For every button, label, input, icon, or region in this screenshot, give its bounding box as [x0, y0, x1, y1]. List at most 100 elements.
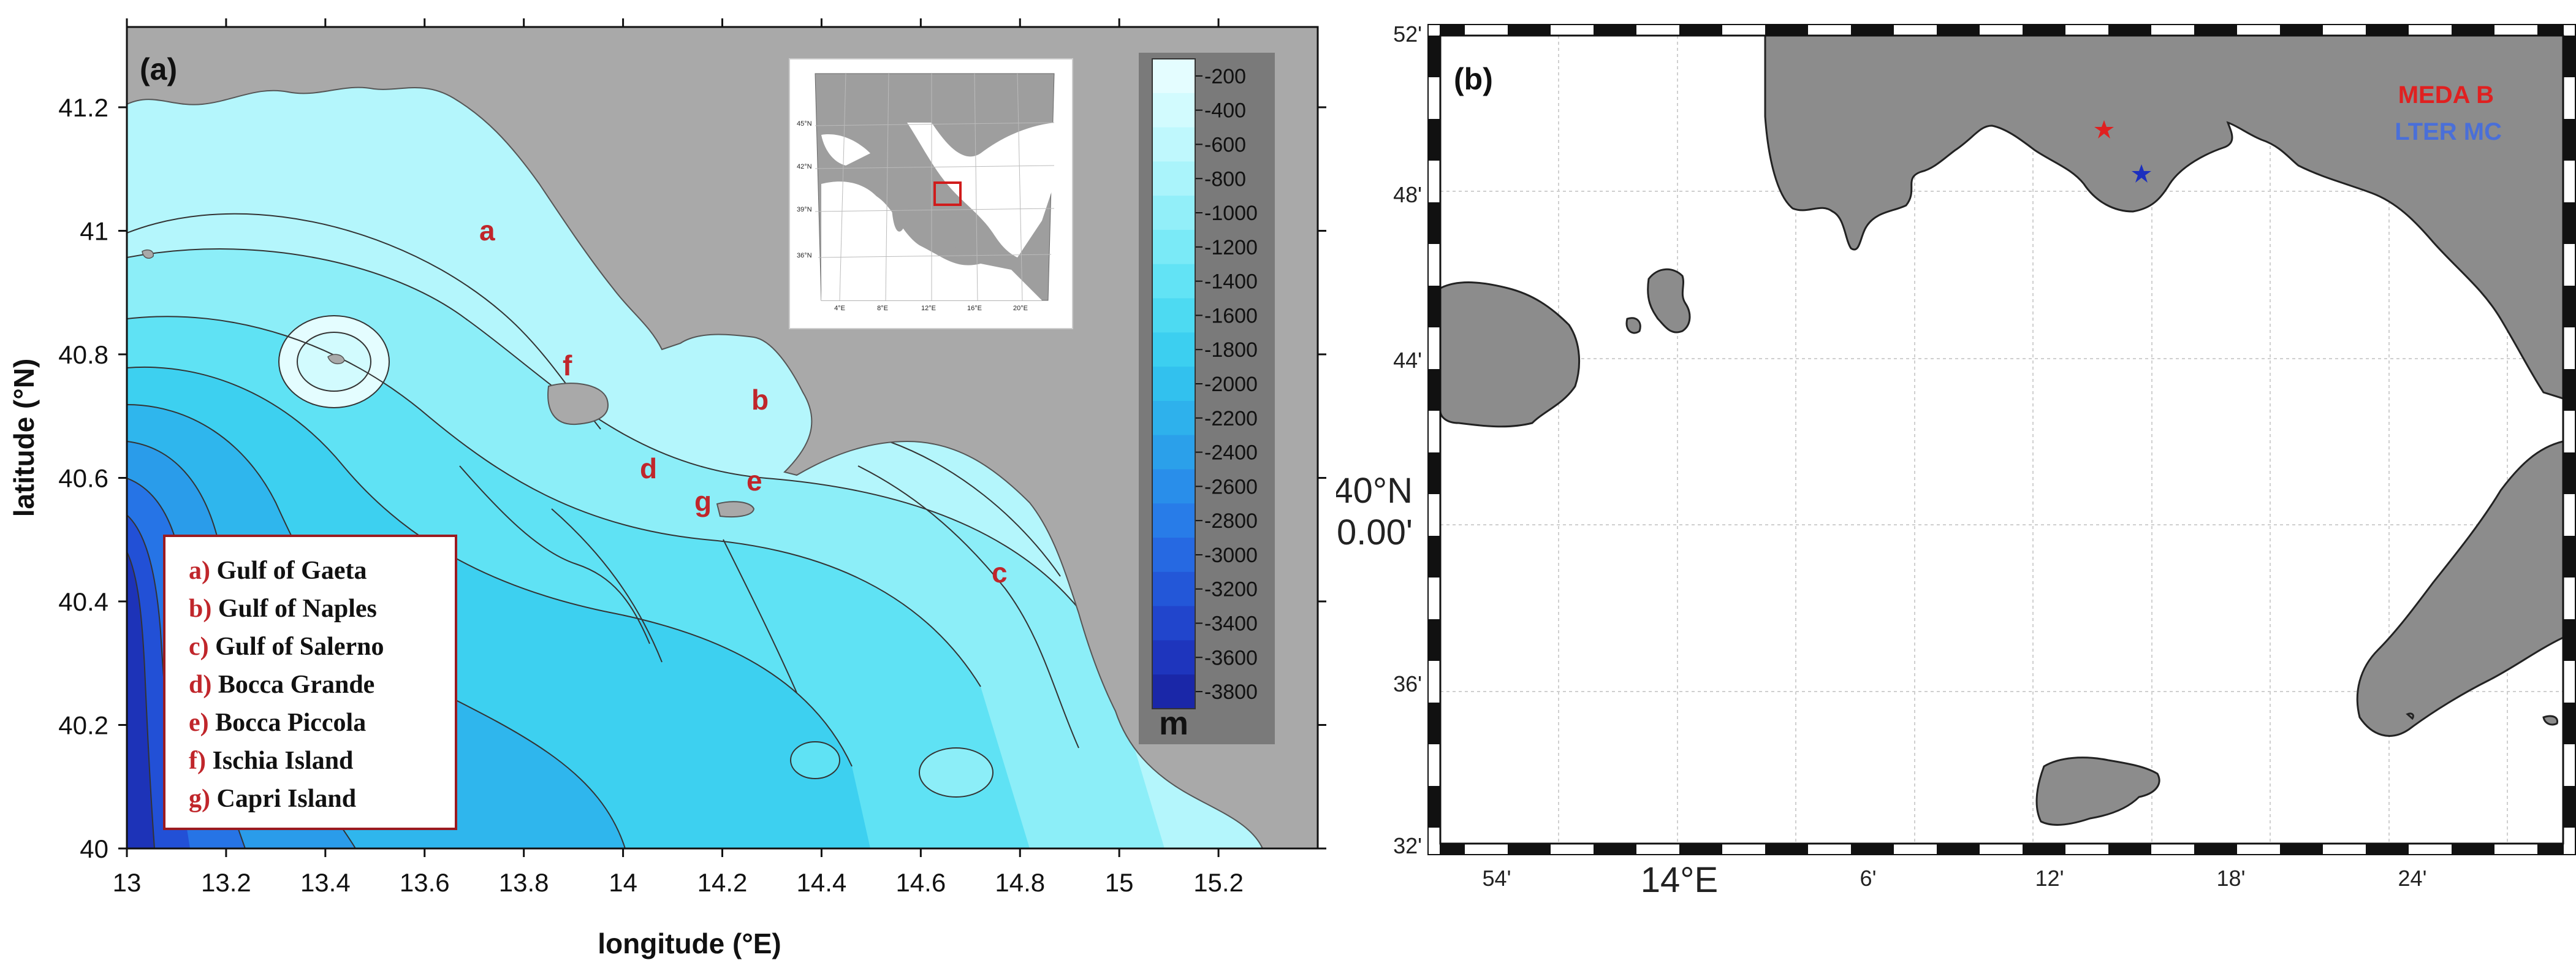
meda-b-star [2094, 120, 2114, 139]
label-bocca-grande: d [640, 452, 657, 484]
inset-lon-label: 16°E [967, 305, 982, 312]
y-tick-label: 41.2 [58, 93, 108, 122]
x-tick-label: 14.2 [697, 868, 748, 897]
colorbar-label: -3200 [1204, 578, 1258, 601]
colorbar-label: -3600 [1204, 646, 1258, 669]
lon-label: 24' [2398, 866, 2427, 891]
y-tick-label: 41 [80, 216, 108, 245]
label-capri-island: g [694, 486, 712, 517]
colorbar-label: -3800 [1204, 681, 1258, 704]
legend-item: d) Bocca Grande [189, 671, 374, 699]
panel-b-map: MEDA B LTER MC (b) 52' 48' 44' 36' 32' 54' 14… [1336, 21, 2576, 900]
lon-label: 6' [1860, 866, 1877, 891]
map-frame [1427, 24, 2576, 855]
lon-label: 54' [1483, 866, 1511, 891]
legend-label: Gulf of Gaeta [217, 557, 367, 585]
inset-lon-label: 20°E [1013, 305, 1028, 312]
colorbar-segment [1152, 196, 1195, 231]
panel-a-label: (a) [140, 52, 177, 86]
x-tick-label: 15.2 [1193, 868, 1244, 897]
x-axis-title: longitude (°E) [598, 928, 781, 959]
y-axis-ticks: 40 40.2 40.4 40.6 40.8 41 41.2 [58, 93, 1326, 863]
colorbar-segment [1152, 674, 1195, 709]
x-tick-label: 13.6 [400, 868, 450, 897]
lat-label-main: 40°N [1336, 471, 1413, 511]
legend-label: Ischia Island [212, 747, 353, 775]
y-tick-label: 40.4 [58, 587, 108, 616]
lat-label: 52' [1393, 21, 1422, 47]
colorbar-label: -1800 [1204, 338, 1258, 362]
colorbar-label: -2200 [1204, 407, 1258, 430]
x-tick-label: 15 [1105, 868, 1134, 897]
label-bocca-piccola: e [747, 465, 762, 497]
colorbar-segment [1152, 640, 1195, 675]
colorbar-segment [1152, 503, 1195, 538]
label-gulf-of-naples: b [751, 384, 769, 416]
colorbar-segment [1152, 59, 1195, 94]
legend-item: e) Bocca Piccola [189, 709, 366, 737]
colorbar-unit: m [1159, 705, 1188, 742]
legend-key: b) [189, 595, 218, 623]
legend-key: c) [189, 633, 215, 661]
y-tick-label: 40 [80, 834, 108, 863]
colorbar-segment [1152, 161, 1195, 196]
colorbar-segment [1152, 298, 1195, 333]
inset-lon-label: 4°E [834, 305, 845, 312]
legend-label: Gulf of Salerno [215, 633, 384, 661]
colorbar-label: -2400 [1204, 441, 1258, 465]
colorbar-segment [1152, 229, 1195, 265]
lon-label: 14°E [1641, 860, 1718, 900]
label-ischia-island: f [563, 349, 572, 381]
colorbar-label: -200 [1204, 65, 1246, 88]
colorbar-segment [1152, 435, 1195, 470]
x-tick-label: 13.4 [300, 868, 351, 897]
inset-lat-label: 39°N [797, 206, 812, 213]
colorbar-segment [1152, 538, 1195, 573]
station-label-lter-mc: LTER MC [2395, 118, 2502, 145]
colorbar-segment [1152, 264, 1195, 299]
lat-label: 32' [1393, 833, 1422, 858]
legend-label: Bocca Grande [218, 671, 374, 699]
colorbar-segment [1152, 93, 1195, 128]
colorbar-label: -3000 [1204, 544, 1258, 567]
legend-item: f) Ischia Island [189, 747, 353, 775]
colorbar-label: -1200 [1204, 236, 1258, 259]
station-label-meda-b: MEDA B [2398, 82, 2494, 109]
colorbar-segment [1152, 332, 1195, 367]
inset-lat-label: 42°N [797, 163, 812, 170]
legend-label: Bocca Piccola [215, 709, 366, 737]
inset-lon-label: 12°E [921, 305, 936, 312]
label-gulf-of-gaeta: a [479, 215, 495, 246]
x-tick-label: 14.6 [895, 868, 946, 897]
x-tick-label: 14 [609, 868, 637, 897]
colorbar-segment [1152, 367, 1195, 402]
inset-lon-label: 8°E [877, 305, 888, 312]
legend-item: b) Gulf of Naples [189, 595, 377, 623]
colorbar-segment [1152, 400, 1195, 436]
lat-label: 44' [1393, 348, 1422, 373]
legend-item: c) Gulf of Salerno [189, 633, 384, 661]
lon-label: 12' [2035, 866, 2064, 891]
latitude-labels: 52' 48' 44' 36' 32' [1393, 21, 1422, 858]
colorbar-label: -1600 [1204, 304, 1258, 327]
inset-locator-map: 45°N 42°N 39°N 36°N 4°E 8°E 12°E 16°E 20°E [789, 58, 1073, 329]
y-tick-label: 40.2 [58, 711, 108, 739]
legend-label: Gulf of Naples [218, 595, 377, 623]
colorbar-label: -1400 [1204, 270, 1258, 294]
colorbar-label: -800 [1204, 167, 1246, 191]
legend-key: d) [189, 671, 218, 699]
legend-label: Capri Island [217, 785, 357, 813]
colorbar-segment [1152, 571, 1195, 607]
colorbar-label: -1000 [1204, 202, 1258, 225]
colorbar-segment [1152, 127, 1195, 162]
lat-label-sub: 40.00' [1336, 513, 1413, 552]
station-markers [2094, 120, 2151, 183]
colorbar-label: -600 [1204, 133, 1246, 156]
legend-key: f) [189, 747, 212, 775]
colorbar-label: -2600 [1204, 475, 1258, 498]
legend-key: e) [189, 709, 215, 737]
panel-b-label: (b) [1454, 62, 1493, 96]
colorbar-label: -3400 [1204, 612, 1258, 636]
panel-a-map: 13 13.2 13.4 13.6 13.8 14 14.2 14.4 14.6 14.8 15 15… [8, 18, 1326, 959]
